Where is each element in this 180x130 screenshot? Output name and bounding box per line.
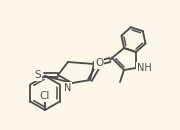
Text: Cl: Cl [40,91,50,101]
Text: O: O [95,58,103,68]
Text: N: N [64,83,72,93]
Text: NH: NH [137,63,151,73]
Text: S: S [35,70,41,80]
